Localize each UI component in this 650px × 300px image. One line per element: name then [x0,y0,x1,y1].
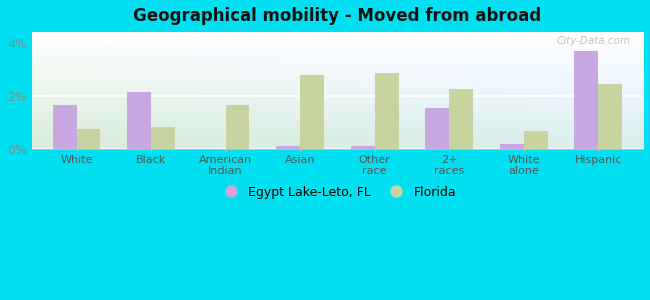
Bar [77,129,100,149]
Bar [449,89,473,149]
Bar [524,130,548,149]
Bar [226,105,250,149]
Bar [599,84,622,149]
Bar [53,105,77,149]
Bar [425,108,449,149]
Legend: Egypt Lake-Leto, FL, Florida: Egypt Lake-Leto, FL, Florida [213,181,462,204]
Title: Geographical mobility - Moved from abroad: Geographical mobility - Moved from abroa… [133,7,541,25]
Bar [300,75,324,149]
Bar [374,73,398,149]
Bar [276,146,300,149]
Bar [151,127,175,149]
Text: City-Data.com: City-Data.com [556,36,631,46]
Bar [575,51,599,149]
Bar [127,92,151,149]
Bar [500,144,524,149]
Bar [351,146,374,149]
